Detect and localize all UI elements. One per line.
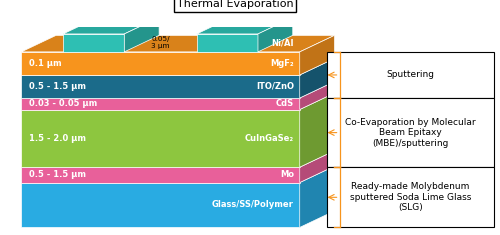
Polygon shape bbox=[300, 151, 334, 183]
Polygon shape bbox=[124, 17, 159, 52]
Polygon shape bbox=[22, 110, 299, 167]
Text: 1.5 - 2.0 μm: 1.5 - 2.0 μm bbox=[28, 134, 86, 143]
Text: Thermal Evaporation: Thermal Evaporation bbox=[177, 0, 294, 9]
Polygon shape bbox=[22, 166, 334, 183]
Text: Co-Evaporation by Molecular
Beam Epitaxy
(MBE)/sputtering: Co-Evaporation by Molecular Beam Epitaxy… bbox=[345, 118, 476, 148]
Polygon shape bbox=[300, 82, 334, 110]
Polygon shape bbox=[22, 59, 334, 75]
Text: 0.5 - 1.5 μm: 0.5 - 1.5 μm bbox=[28, 170, 86, 179]
Polygon shape bbox=[63, 34, 124, 52]
Text: Ni/Al: Ni/Al bbox=[272, 38, 294, 47]
Polygon shape bbox=[63, 17, 159, 34]
Text: Ready-made Molybdenum
sputtered Soda Lime Glass
(SLG): Ready-made Molybdenum sputtered Soda Lim… bbox=[350, 182, 471, 212]
Polygon shape bbox=[22, 75, 299, 98]
Polygon shape bbox=[196, 34, 258, 52]
Text: MgF₂: MgF₂ bbox=[270, 59, 294, 68]
Polygon shape bbox=[22, 151, 334, 167]
Polygon shape bbox=[22, 183, 299, 227]
Text: 0.5 - 1.5 μm: 0.5 - 1.5 μm bbox=[28, 82, 86, 91]
Polygon shape bbox=[22, 82, 334, 98]
FancyBboxPatch shape bbox=[327, 98, 494, 167]
Polygon shape bbox=[22, 35, 334, 52]
Polygon shape bbox=[300, 93, 334, 167]
Polygon shape bbox=[300, 35, 334, 75]
Polygon shape bbox=[22, 52, 299, 75]
Text: 0.03 - 0.05 μm: 0.03 - 0.05 μm bbox=[28, 99, 97, 108]
Text: Glass/SS/Polymer: Glass/SS/Polymer bbox=[212, 200, 294, 209]
Polygon shape bbox=[22, 93, 334, 110]
Text: ITO/ZnO: ITO/ZnO bbox=[256, 82, 294, 91]
Text: 0.1 μm: 0.1 μm bbox=[28, 59, 62, 68]
Polygon shape bbox=[22, 167, 299, 183]
Text: Sputtering: Sputtering bbox=[386, 70, 434, 79]
FancyBboxPatch shape bbox=[327, 167, 494, 227]
FancyBboxPatch shape bbox=[327, 52, 494, 98]
Polygon shape bbox=[258, 17, 293, 52]
Polygon shape bbox=[300, 166, 334, 227]
Text: Mo: Mo bbox=[280, 170, 294, 179]
Text: 0.05/
3 μm: 0.05/ 3 μm bbox=[151, 36, 170, 49]
Polygon shape bbox=[196, 17, 293, 34]
Text: CuInGaSe₂: CuInGaSe₂ bbox=[244, 134, 294, 143]
Polygon shape bbox=[300, 59, 334, 98]
Polygon shape bbox=[22, 98, 299, 110]
Text: CdS: CdS bbox=[276, 99, 294, 108]
